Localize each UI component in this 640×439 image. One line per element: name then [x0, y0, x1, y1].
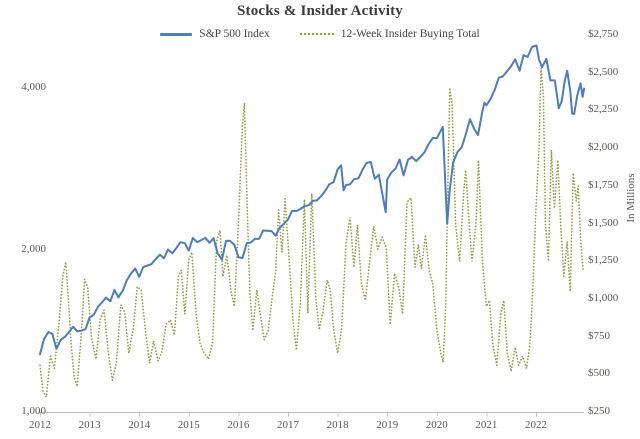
x-axis-tick-label: 2014: [128, 419, 151, 431]
right-axis-tick-label: $2,000: [588, 141, 619, 154]
chart-title: Stocks & Insider Activity: [237, 3, 403, 19]
x-axis-tick-label: 2018: [326, 419, 349, 431]
legend: S&P 500 Index 12-Week Insider Buying Tot…: [0, 26, 640, 42]
right-axis-tick-label: $2,750: [588, 28, 619, 40]
x-axis-tick-label: 2022: [525, 419, 547, 431]
x-axis-tick-label: 2015: [177, 419, 200, 431]
right-axis-tick-label: $1,500: [588, 216, 619, 229]
left-axis-tick-label: 2,000: [21, 243, 46, 255]
x-axis-tick-label: 2016: [227, 419, 250, 431]
x-axis-tick-label: 2017: [277, 419, 299, 431]
right-axis-tick-label: $250: [588, 405, 610, 417]
right-axis-tick-label: $500: [588, 367, 610, 380]
right-axis-tick-label: $2,250: [588, 103, 619, 116]
insider-line-swatch: [299, 33, 334, 35]
right-axis-tick-label: $1,750: [588, 178, 619, 191]
legend-label-insider: 12-Week Insider Buying Total: [340, 28, 480, 40]
sp500-line: [39, 44, 586, 356]
right-axis-title: In Millions: [625, 173, 637, 223]
right-axis-tick-label: $1,250: [588, 254, 619, 267]
x-axis-tick-label: 2013: [78, 419, 101, 431]
right-axis-tick-label: $2,500: [588, 65, 619, 78]
legend-label-sp500: S&P 500 Index: [199, 28, 270, 40]
sp500-line-swatch: [160, 32, 193, 36]
x-axis-tick-label: 2020: [425, 419, 448, 431]
x-axis-tick-label: 2012: [29, 419, 51, 431]
left-axis-tick-label: 1,000: [21, 405, 46, 417]
right-axis-labels: $250 $500 $750 $1,000 $1,250 $1,500 $1,750 $2,0…: [586, 0, 640, 439]
right-axis-tick-label: $750: [588, 329, 610, 342]
legend-item-sp500: S&P 500 Index: [160, 28, 270, 40]
legend-item-insider: 12-Week Insider Buying Total: [299, 28, 480, 40]
right-axis-tick-label: $1,000: [588, 291, 619, 304]
insider-line: [39, 68, 584, 400]
left-axis-tick-label: 4,000: [21, 81, 46, 93]
left-axis-labels: 1,000 2,000 4,000: [0, 0, 47, 439]
x-axis-tick-label: 2019: [376, 419, 399, 431]
x-axis-tick-label: 2021: [475, 419, 498, 431]
